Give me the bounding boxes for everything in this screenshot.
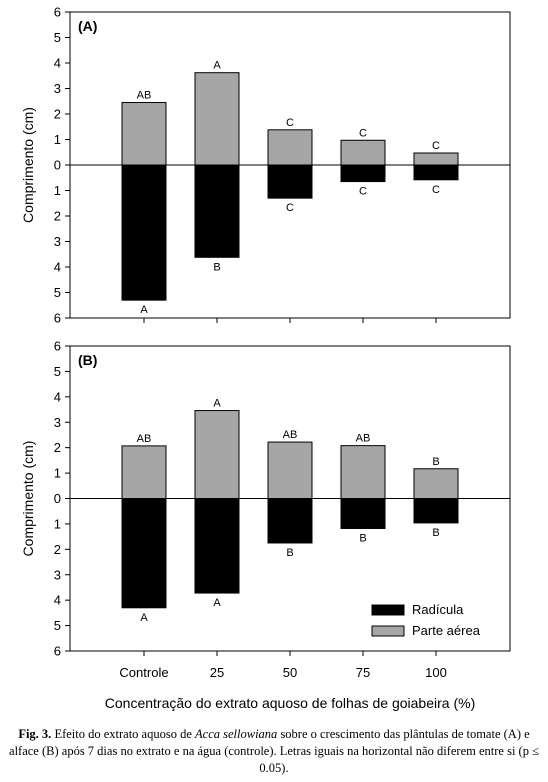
panel-b-shoot-bar bbox=[194, 410, 240, 499]
panel-a-shoot-letter: C bbox=[359, 127, 367, 139]
panel-b-ytick-label: 1 bbox=[54, 516, 61, 531]
panel-b-ytick-label: 2 bbox=[54, 440, 61, 455]
panel-a-shoot-letter: C bbox=[432, 140, 440, 152]
panel-b-ytick-label: 5 bbox=[54, 618, 61, 633]
panel-a-shoot-letter: C bbox=[286, 117, 294, 129]
caption-fig-label: Fig. 3. bbox=[18, 727, 52, 741]
panel-a-root-letter: B bbox=[213, 261, 220, 273]
panel-a-ytick-label: 3 bbox=[54, 81, 61, 96]
panel-b-root-bar bbox=[340, 498, 386, 529]
panel-b-ytick-label: 1 bbox=[54, 466, 61, 481]
panel-b-ytick-label: 2 bbox=[54, 542, 61, 557]
panel-a-ytick-label: 4 bbox=[54, 260, 61, 275]
panel-b-ytick-label: 6 bbox=[54, 339, 61, 354]
panel-a-ytick-label: 5 bbox=[54, 285, 61, 300]
panel-b-shoot-bar bbox=[121, 445, 167, 500]
panel-b-ytick-label: 0 bbox=[54, 491, 61, 506]
figure-caption: Fig. 3. Efeito do extrato aquoso de Acca… bbox=[4, 726, 544, 777]
legend-label: Parte aérea bbox=[412, 623, 481, 638]
panel-a-root-bar bbox=[413, 164, 459, 181]
xtick-label: 50 bbox=[283, 665, 297, 680]
panel-b-ylabel: Comprimento (cm) bbox=[20, 441, 36, 557]
panel-b-shoot-letter: AB bbox=[356, 433, 371, 445]
panel-a-shoot-letter: AB bbox=[137, 90, 152, 102]
panel-b-ytick-label: 3 bbox=[54, 567, 61, 582]
panel-a-root-bar bbox=[194, 164, 240, 258]
panel-a-root-letter: C bbox=[432, 184, 440, 196]
panel-a-shoot-letter: A bbox=[213, 60, 221, 72]
panel-a-shoot-bar bbox=[194, 72, 240, 166]
panel-b-root-bar bbox=[267, 498, 313, 544]
legend-swatch bbox=[371, 625, 405, 637]
caption-text-2: sobre o crescimento das plântulas de tom… bbox=[9, 727, 539, 775]
panel-a-shoot-bar bbox=[340, 139, 386, 166]
panel-b-root-bar bbox=[121, 498, 167, 609]
panel-b-ytick-label: 3 bbox=[54, 415, 61, 430]
panel-b-shoot-letter: A bbox=[213, 398, 221, 410]
caption-text-1: Efeito do extrato aquoso de bbox=[51, 727, 196, 741]
xtick-label: 75 bbox=[356, 665, 370, 680]
panel-a-ytick-label: 5 bbox=[54, 30, 61, 45]
xtick-label: Controle bbox=[119, 665, 168, 680]
caption-species: Acca sellowiana bbox=[195, 727, 278, 741]
panel-b-ytick-label: 4 bbox=[54, 389, 61, 404]
panel-b-shoot-letter: AB bbox=[283, 429, 298, 441]
panel-a-ytick-label: 1 bbox=[54, 183, 61, 198]
xlabel: Concentração do extrato aquoso de folhas… bbox=[105, 695, 475, 711]
panel-b-root-letter: B bbox=[432, 527, 439, 539]
panel-a-ytick-label: 4 bbox=[54, 56, 61, 71]
panel-b-root-bar bbox=[413, 498, 459, 524]
panel-a-root-bar bbox=[121, 164, 167, 301]
panel-a-root-letter: C bbox=[359, 186, 367, 198]
panel-a-ytick-label: 0 bbox=[54, 158, 61, 173]
panel-b-shoot-letter: AB bbox=[137, 433, 152, 445]
xtick-label: 100 bbox=[425, 665, 447, 680]
panel-a-label: (A) bbox=[78, 18, 97, 34]
panel-a-ytick-label: 6 bbox=[54, 311, 61, 326]
panel-b-shoot-letter: B bbox=[432, 456, 439, 468]
panel-a-shoot-bar bbox=[413, 152, 459, 166]
panel-b-ytick-label: 6 bbox=[54, 644, 61, 659]
legend-label: Radícula bbox=[412, 602, 464, 617]
panel-a-root-bar bbox=[267, 164, 313, 199]
panel-b-root-bar bbox=[194, 498, 240, 594]
panel-b-ytick-label: 4 bbox=[54, 593, 61, 608]
panel-a-ytick-label: 2 bbox=[54, 209, 61, 224]
panel-b-ytick-label: 5 bbox=[54, 364, 61, 379]
panel-b-shoot-bar bbox=[413, 468, 459, 500]
panel-b-root-letter: A bbox=[213, 597, 221, 609]
panel-a-root-letter: C bbox=[286, 202, 294, 214]
panel-a-ytick-label: 3 bbox=[54, 234, 61, 249]
panel-a-shoot-bar bbox=[121, 102, 167, 166]
panel-b-shoot-bar bbox=[340, 445, 386, 499]
xtick-label: 25 bbox=[210, 665, 224, 680]
legend-swatch bbox=[371, 604, 405, 616]
panel-b-label: (B) bbox=[78, 352, 97, 368]
panel-b-root-letter: B bbox=[359, 532, 366, 544]
panel-a-ytick-label: 1 bbox=[54, 132, 61, 147]
panel-a-root-bar bbox=[340, 164, 386, 183]
panel-b-root-letter: A bbox=[140, 612, 148, 624]
panel-a-ytick-label: 6 bbox=[54, 5, 61, 20]
panel-b-root-letter: B bbox=[286, 547, 293, 559]
panel-b-shoot-bar bbox=[267, 441, 313, 500]
panel-a-ylabel: Comprimento (cm) bbox=[20, 107, 36, 223]
panel-a-shoot-bar bbox=[267, 129, 313, 166]
panel-a-ytick-label: 2 bbox=[54, 107, 61, 122]
panel-a-root-letter: A bbox=[140, 304, 148, 316]
